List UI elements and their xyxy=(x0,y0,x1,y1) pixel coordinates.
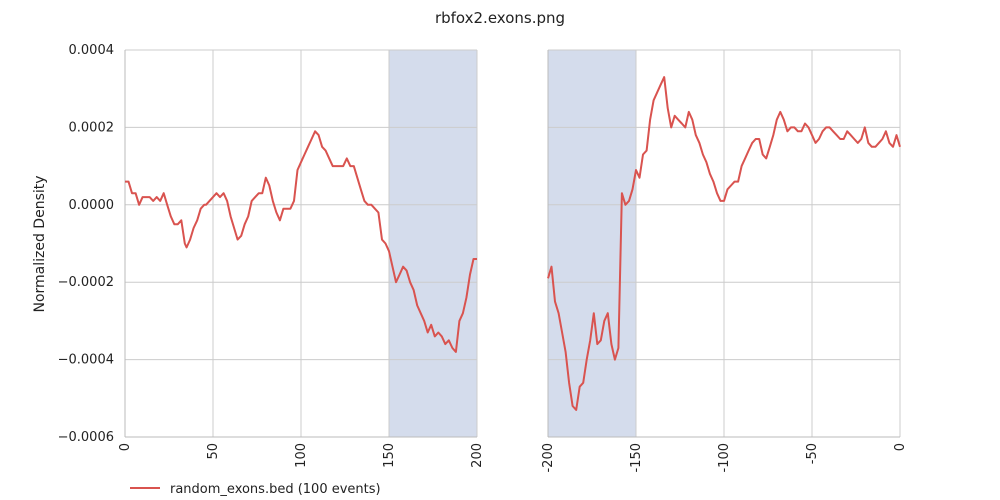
legend: random_exons.bed (100 events) xyxy=(130,482,381,497)
y-tick-label: −0.0002 xyxy=(58,275,114,290)
shaded-region xyxy=(389,50,477,437)
right-panel: -200 -150 -100 -50 0 xyxy=(541,49,908,473)
x-tick-label: 100 xyxy=(294,443,309,468)
series-line xyxy=(125,130,477,353)
x-tick-label: -200 xyxy=(541,443,556,473)
chart-title: rbfox2.exons.png xyxy=(435,9,565,27)
x-tick-label: 50 xyxy=(206,443,221,460)
x-tick-label: 200 xyxy=(470,443,485,468)
y-tick-labels: 0.0004 0.0002 0.0000 −0.0002 −0.0004 −0.0006 xyxy=(58,43,114,445)
y-axis-label: Normalized Density xyxy=(32,175,48,312)
left-panel: 0 50 100 150 200 xyxy=(118,49,485,468)
x-tick-label: 0 xyxy=(118,443,133,451)
x-tick-label: -150 xyxy=(629,443,644,473)
shaded-region xyxy=(548,50,636,437)
legend-label: random_exons.bed (100 events) xyxy=(170,482,381,497)
y-tick-label: −0.0004 xyxy=(58,353,114,368)
y-tick-label: −0.0006 xyxy=(58,430,114,445)
x-tick-label: -100 xyxy=(717,443,732,473)
y-tick-label: 0.0000 xyxy=(69,198,115,213)
x-tick-label: -50 xyxy=(805,443,820,464)
series-line xyxy=(547,76,901,411)
x-tick-label: 0 xyxy=(893,443,908,451)
y-tick-label: 0.0004 xyxy=(69,43,115,58)
y-tick-label: 0.0002 xyxy=(69,120,115,135)
x-tick-label: 150 xyxy=(382,443,397,468)
